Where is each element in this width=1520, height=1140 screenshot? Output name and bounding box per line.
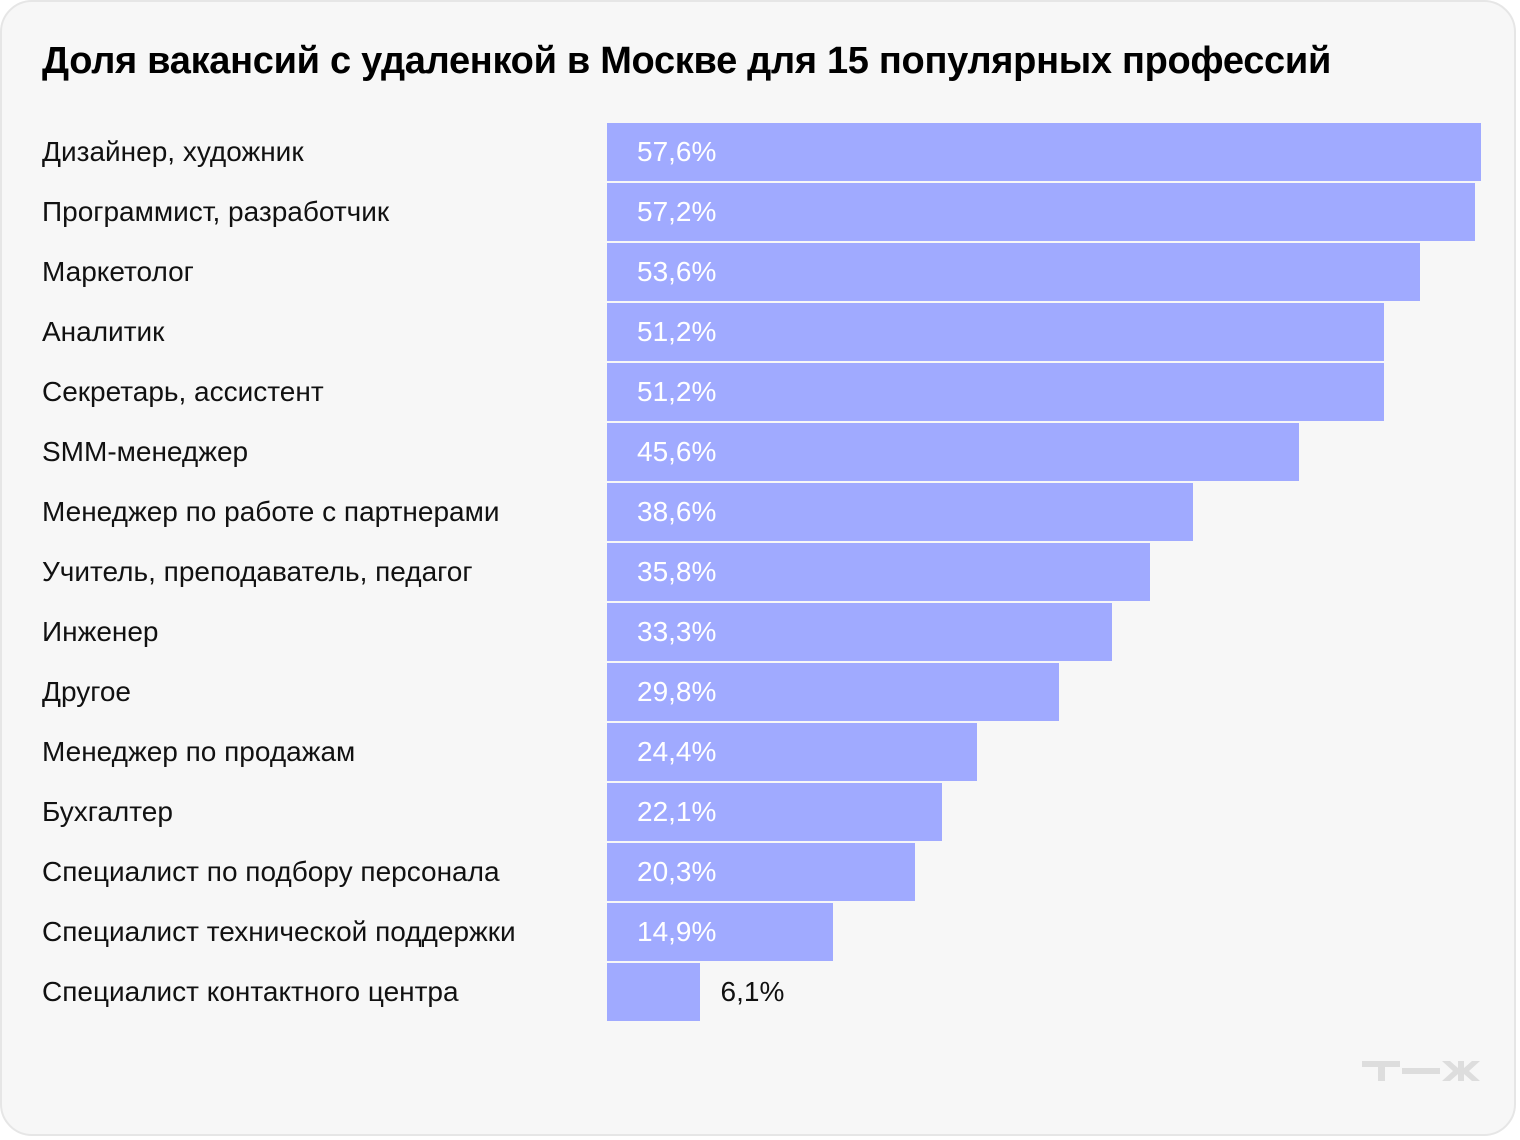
bar bbox=[607, 603, 1113, 661]
value-label: 14,9% bbox=[637, 916, 717, 947]
value-label: 51,2% bbox=[637, 316, 717, 347]
category-label: Менеджер по продажам bbox=[42, 736, 356, 767]
category-label: Специалист контактного центра bbox=[42, 976, 459, 1007]
value-label: 53,6% bbox=[637, 256, 717, 287]
bar bbox=[607, 123, 1481, 181]
value-label: 45,6% bbox=[637, 436, 717, 467]
category-label: Специалист технической поддержки bbox=[42, 916, 516, 947]
value-label: 57,6% bbox=[637, 136, 717, 167]
category-label: Бухгалтер bbox=[42, 796, 173, 827]
value-label: 24,4% bbox=[637, 736, 717, 767]
category-label: Программист, разработчик bbox=[42, 196, 390, 227]
category-label: Аналитик bbox=[42, 316, 165, 347]
bar bbox=[607, 723, 978, 781]
value-label: 33,3% bbox=[637, 616, 717, 647]
value-label: 29,8% bbox=[637, 676, 717, 707]
value-label: 51,2% bbox=[637, 376, 717, 407]
category-label: Дизайнер, художник bbox=[42, 136, 304, 167]
category-label: Инженер bbox=[42, 616, 159, 647]
category-label: Секретарь, ассистент bbox=[42, 376, 324, 407]
category-label: Специалист по подбору персонала bbox=[42, 856, 500, 887]
bar bbox=[607, 363, 1384, 421]
bar bbox=[607, 963, 700, 1021]
category-label: Маркетолог bbox=[42, 256, 194, 287]
value-label: 57,2% bbox=[637, 196, 717, 227]
bar bbox=[607, 483, 1193, 541]
value-label: 22,1% bbox=[637, 796, 717, 827]
bar bbox=[607, 543, 1151, 601]
bar bbox=[607, 903, 834, 961]
value-label: 6,1% bbox=[720, 976, 785, 1007]
bar bbox=[607, 843, 916, 901]
tj-logo bbox=[1362, 1061, 1480, 1081]
chart-title: Доля вакансий с удаленкой в Москве для 1… bbox=[42, 40, 1332, 82]
value-label: 20,3% bbox=[637, 856, 717, 887]
value-label: 35,8% bbox=[637, 556, 717, 587]
category-label: Другое bbox=[42, 676, 131, 707]
bar bbox=[607, 783, 943, 841]
bar bbox=[607, 243, 1421, 301]
bar bbox=[607, 303, 1384, 361]
bar bbox=[607, 423, 1299, 481]
category-label: Учитель, преподаватель, педагог bbox=[42, 556, 473, 587]
category-label: Менеджер по работе с партнерами bbox=[42, 496, 500, 527]
category-label: SMM-менеджер bbox=[42, 436, 249, 467]
bar bbox=[607, 663, 1060, 721]
value-label: 38,6% bbox=[637, 496, 717, 527]
bar bbox=[607, 183, 1475, 241]
